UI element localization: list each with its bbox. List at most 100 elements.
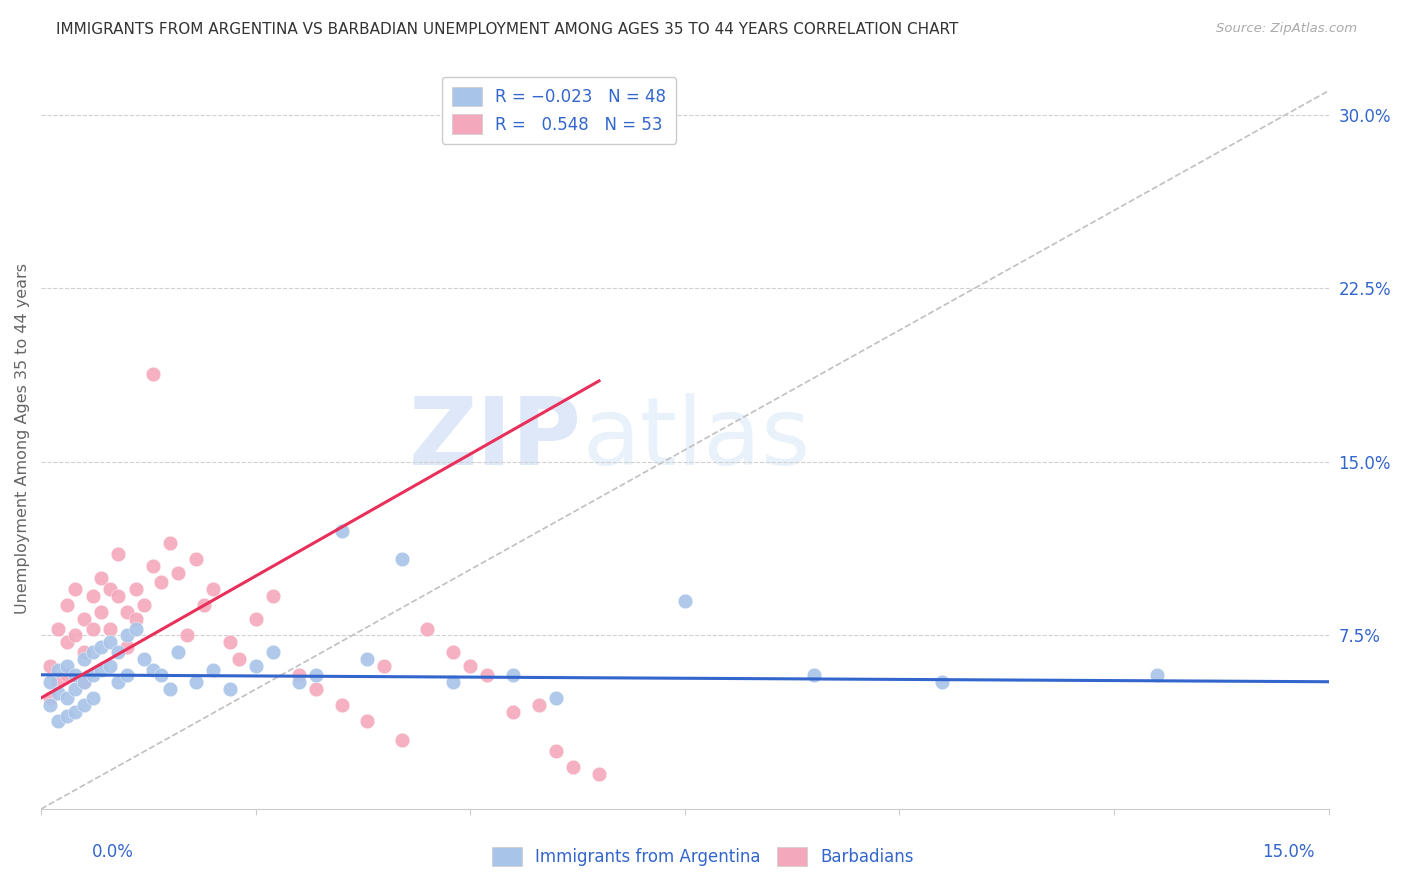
Point [150, 575, 173, 590]
Point [150, 667, 173, 681]
Point [477, 667, 499, 681]
Text: Source: ZipAtlas.com: Source: ZipAtlas.com [1216, 22, 1357, 36]
Point [82, 690, 104, 705]
Point [107, 589, 129, 603]
Point [441, 674, 464, 689]
Point [527, 698, 550, 712]
Point [245, 612, 267, 626]
Point [502, 705, 524, 719]
Point [391, 552, 413, 566]
Point [193, 599, 215, 613]
Point [56, 658, 79, 673]
Legend: Immigrants from Argentina, Barbadians: Immigrants from Argentina, Barbadians [484, 838, 922, 875]
Text: 15.0%: 15.0% [1263, 843, 1315, 861]
Point [373, 658, 395, 673]
Point [115, 605, 138, 619]
Point [98, 635, 121, 649]
Point [46, 686, 69, 700]
Point [124, 582, 146, 597]
Point [262, 589, 284, 603]
Text: atlas: atlas [582, 392, 810, 484]
Point [56, 635, 79, 649]
Point [124, 622, 146, 636]
Point [219, 681, 242, 696]
Point [262, 645, 284, 659]
Point [356, 714, 378, 728]
Point [107, 548, 129, 562]
Point [330, 698, 353, 712]
Point [90, 605, 112, 619]
Point [38, 690, 60, 705]
Point [73, 612, 96, 626]
Point [65, 705, 87, 719]
Point [201, 582, 224, 597]
Point [46, 622, 69, 636]
Point [46, 674, 69, 689]
Point [115, 640, 138, 654]
Point [115, 667, 138, 681]
Point [416, 622, 439, 636]
Point [65, 628, 87, 642]
Point [330, 524, 353, 539]
Point [124, 612, 146, 626]
Point [98, 658, 121, 673]
Point [305, 681, 328, 696]
Point [132, 651, 155, 665]
Point [546, 690, 568, 705]
Point [287, 674, 309, 689]
Point [502, 667, 524, 681]
Point [38, 674, 60, 689]
Y-axis label: Unemployment Among Ages 35 to 44 years: Unemployment Among Ages 35 to 44 years [15, 263, 30, 615]
Point [245, 658, 267, 673]
Point [176, 628, 198, 642]
Point [73, 674, 96, 689]
Point [56, 690, 79, 705]
Point [56, 667, 79, 681]
Point [546, 744, 568, 758]
Point [73, 674, 96, 689]
Point [441, 645, 464, 659]
Text: IMMIGRANTS FROM ARGENTINA VS BARBADIAN UNEMPLOYMENT AMONG AGES 35 TO 44 YEARS CO: IMMIGRANTS FROM ARGENTINA VS BARBADIAN U… [56, 22, 959, 37]
Point [391, 732, 413, 747]
Point [65, 582, 87, 597]
Point [305, 667, 328, 681]
Point [56, 709, 79, 723]
Point [38, 658, 60, 673]
Point [82, 589, 104, 603]
Point [46, 714, 69, 728]
Point [219, 635, 242, 649]
Point [159, 681, 181, 696]
Point [142, 367, 165, 381]
Point [65, 667, 87, 681]
Point [115, 628, 138, 642]
Point [82, 667, 104, 681]
Point [107, 674, 129, 689]
Point [82, 622, 104, 636]
Point [167, 645, 190, 659]
Point [56, 599, 79, 613]
Point [184, 674, 207, 689]
Point [184, 552, 207, 566]
Point [90, 640, 112, 654]
Point [228, 651, 250, 665]
Point [458, 658, 481, 673]
Text: 0.0%: 0.0% [91, 843, 134, 861]
Point [73, 645, 96, 659]
Text: ZIP: ZIP [409, 392, 582, 484]
Point [931, 674, 953, 689]
Point [1146, 667, 1168, 681]
Point [65, 681, 87, 696]
Point [562, 760, 585, 774]
Point [73, 698, 96, 712]
Point [82, 645, 104, 659]
Point [287, 667, 309, 681]
Point [356, 651, 378, 665]
Legend: R = −0.023   N = 48, R =   0.548   N = 53: R = −0.023 N = 48, R = 0.548 N = 53 [441, 77, 676, 144]
Point [107, 645, 129, 659]
Point [90, 663, 112, 677]
Point [38, 698, 60, 712]
Point [673, 593, 696, 607]
Point [803, 667, 825, 681]
Point [98, 582, 121, 597]
Point [167, 566, 190, 580]
